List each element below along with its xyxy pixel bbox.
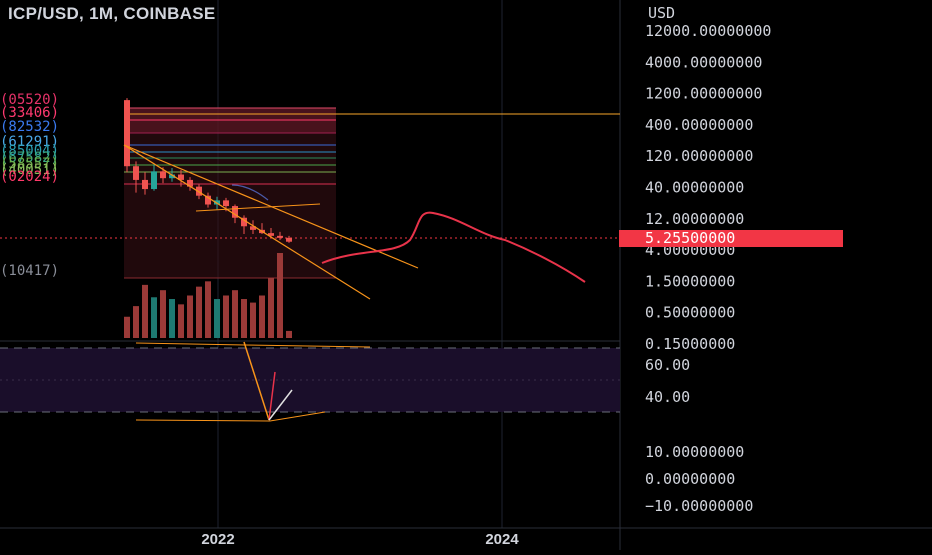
price-axis-label: 400.00000000 <box>645 116 753 134</box>
drawings[interactable] <box>123 144 586 300</box>
current-price-tag: 5.25500000 <box>619 230 843 247</box>
oscillator-axis-labels: 10.00000000 0.00000000 −10.00000000 <box>645 443 753 515</box>
candle-body <box>268 233 274 236</box>
rsi-arrow-line[interactable] <box>243 341 270 421</box>
fib-label: (82532) <box>0 119 59 135</box>
fib-label: (85004) <box>0 143 59 159</box>
rsi-band <box>0 348 620 412</box>
candle-body <box>241 217 247 227</box>
price-axis-label: 12000.00000000 <box>645 22 771 40</box>
volume-bar <box>160 290 166 338</box>
candle-body <box>187 179 193 187</box>
rsi-arrow-line[interactable] <box>268 389 293 421</box>
rsi-divergence-bottom[interactable] <box>135 411 326 422</box>
price-axis-label: 120.00000000 <box>645 147 753 165</box>
volume-bar <box>151 297 157 338</box>
candle-body <box>223 200 229 207</box>
fib-label: (67582) <box>0 150 59 166</box>
candle-body <box>277 235 283 238</box>
rsi-axis-labels: 60.00 40.00 <box>645 356 690 406</box>
volume-bar <box>232 290 238 338</box>
volume-bar <box>178 304 184 338</box>
time-axis-label: 2022 <box>201 531 234 548</box>
price-axis[interactable]: USD 12000.00000000 4000.00000000 1200.0000… <box>645 4 771 515</box>
rsi-panel[interactable] <box>0 341 620 422</box>
fib-label: (40051) <box>0 162 59 178</box>
trend-line[interactable] <box>195 203 321 212</box>
candle-body <box>178 174 184 180</box>
volume-bar <box>223 295 229 338</box>
candle-body <box>151 171 157 190</box>
candle-body <box>124 100 130 167</box>
candle-body <box>133 166 139 180</box>
volume-bar <box>142 284 148 338</box>
volume-bar <box>124 316 130 338</box>
candle-body <box>214 200 220 205</box>
candle-body <box>160 171 166 179</box>
price-axis-unit: USD <box>648 4 675 22</box>
volume-bar <box>268 277 274 338</box>
rsi-axis-label: 60.00 <box>645 356 690 374</box>
volume-bar <box>196 286 202 338</box>
fib-label: (05520) <box>0 92 59 108</box>
fibonacci-retracement[interactable]: (05520) (33406) (82532) (61291) (85004) … <box>0 92 336 279</box>
volume-bar <box>277 253 283 338</box>
candle-body <box>286 237 292 242</box>
candle-body <box>196 186 202 196</box>
oscillator-axis-label: −10.00000000 <box>645 497 753 515</box>
fib-label: (10417) <box>0 263 59 279</box>
candle-body <box>250 226 256 230</box>
time-axis-label: 2024 <box>485 531 519 548</box>
oscillator-axis-label: 10.00000000 <box>645 443 744 461</box>
volume-bar <box>133 306 139 338</box>
moving-average-line <box>231 184 269 201</box>
volume-bar <box>187 295 193 338</box>
candles <box>124 98 292 243</box>
rsi-divergence-top[interactable] <box>135 342 371 348</box>
candle-body <box>169 174 175 179</box>
volume-bar <box>259 295 265 338</box>
volume-bar <box>241 299 247 338</box>
rsi-arrow-line[interactable] <box>268 371 276 421</box>
price-axis-label: 1.50000000 <box>645 272 735 290</box>
price-axis-label: 0.50000000 <box>645 304 735 322</box>
rsi-axis-label: 40.00 <box>645 388 690 406</box>
volume-bar <box>214 299 220 338</box>
price-axis-label: 40.00000000 <box>645 179 744 197</box>
candle-body <box>142 179 148 190</box>
fib-label: (02024) <box>0 169 59 185</box>
volume-bar <box>205 281 211 338</box>
price-axis-label: 1200.00000000 <box>645 85 762 103</box>
wedge-lower-line[interactable] <box>123 144 371 300</box>
projection-curve[interactable] <box>321 211 586 283</box>
volume-bar <box>250 302 256 338</box>
volume-bar <box>169 299 175 338</box>
candle-body <box>232 206 238 218</box>
fib-zone-outer <box>124 108 336 278</box>
volume-bars <box>124 253 292 338</box>
fib-label: (61291) <box>0 134 59 150</box>
candle-body <box>205 195 211 205</box>
price-axis-label: 0.15000000 <box>645 335 735 353</box>
price-axis-label: 4000.00000000 <box>645 53 762 71</box>
price-axis-labels: 12000.00000000 4000.00000000 1200.00000000… <box>645 22 771 353</box>
symbol-title: ICP/USD, 1M, COINBASE <box>8 4 216 23</box>
volume-bar <box>286 330 292 338</box>
price-axis-label: 12.00000000 <box>645 210 744 228</box>
fib-label: (33406) <box>0 105 59 121</box>
time-axis[interactable]: 2022 2024 <box>201 531 519 548</box>
oscillator-axis-label: 0.00000000 <box>645 470 735 488</box>
fib-label: (58557) <box>0 156 59 172</box>
